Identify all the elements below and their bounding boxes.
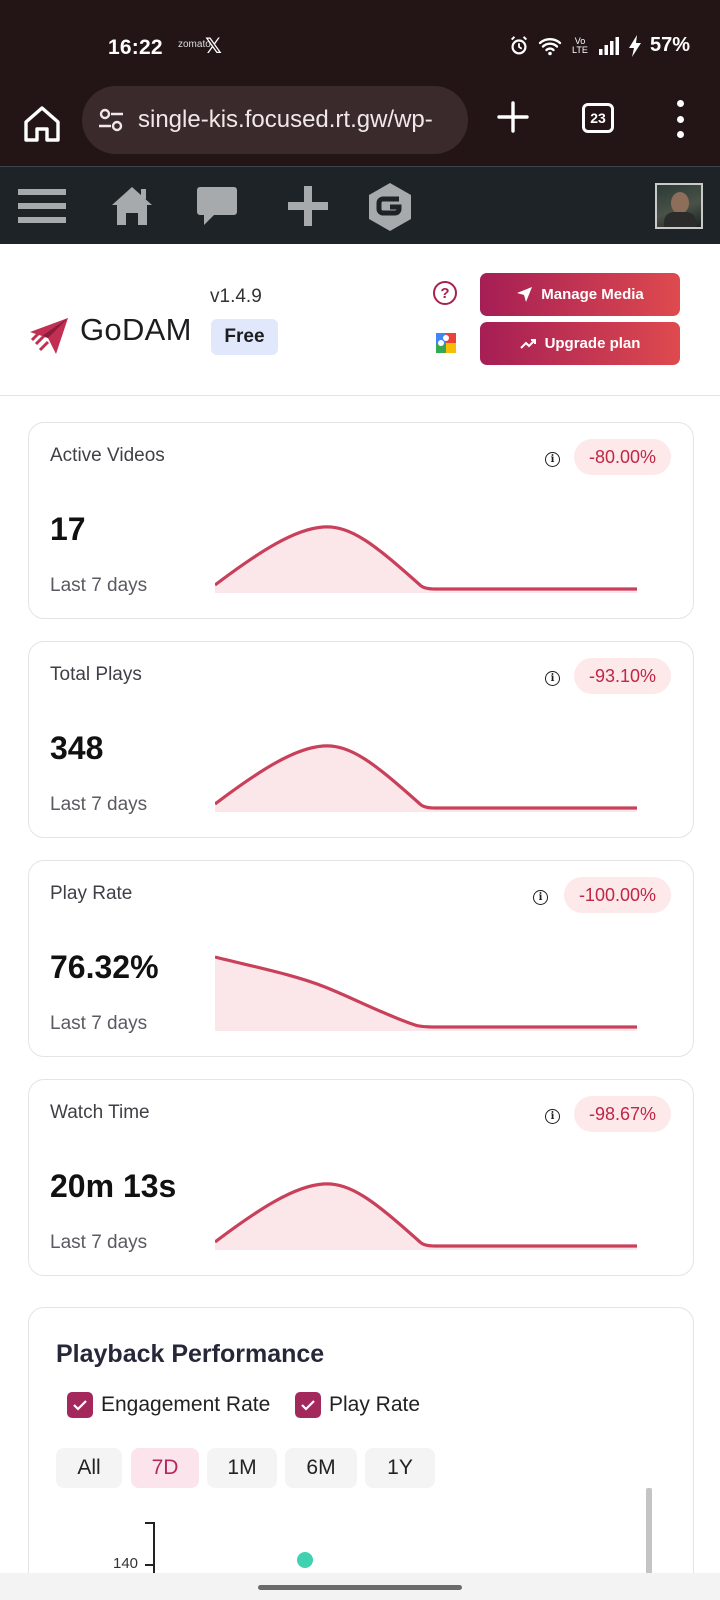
- puzzle-icon[interactable]: [433, 330, 459, 356]
- upgrade-plan-button[interactable]: Upgrade plan: [480, 322, 680, 365]
- version-label: v1.4.9: [210, 286, 262, 307]
- new-content-icon[interactable]: [286, 181, 330, 231]
- brand-name: GoDAM: [80, 312, 192, 347]
- battery-percent: 57%: [649, 34, 690, 56]
- change-badge: -80.00%: [573, 439, 671, 475]
- wp-admin-bar: [0, 166, 720, 244]
- status-bar: 16:22 zomato 𝕏 Vo LTE 57%: [0, 0, 720, 84]
- legend-engagement-rate[interactable]: Engagement Rate: [67, 1392, 270, 1418]
- alarm-icon: [510, 35, 528, 54]
- home-icon[interactable]: [110, 181, 154, 231]
- stat-value: 76.32%: [50, 949, 159, 985]
- checkbox-checked-icon[interactable]: [67, 1392, 93, 1418]
- browser-toolbar: single-kis.focused.rt.gw/wp- 23: [0, 84, 720, 166]
- plugin-header: GoDAM v1.4.9 Free ? Manage Media Upgrade…: [0, 244, 720, 396]
- stat-period: Last 7 days: [50, 1013, 148, 1034]
- tab-count: 23: [590, 110, 606, 126]
- sparkline: [215, 955, 637, 1031]
- manage-media-label: Manage Media: [541, 286, 644, 303]
- gesture-handle[interactable]: [258, 1585, 462, 1590]
- status-time: 16:22: [108, 36, 163, 59]
- info-icon[interactable]: i: [533, 890, 548, 905]
- status-icons: Vo LTE 57%: [508, 34, 690, 57]
- legend-label: Play Rate: [329, 1393, 421, 1416]
- user-avatar[interactable]: [655, 183, 703, 229]
- sparkline: [215, 525, 637, 593]
- wifi-icon: [538, 37, 562, 55]
- help-icon[interactable]: ?: [433, 281, 457, 305]
- range-1m-button[interactable]: 1M: [207, 1448, 277, 1488]
- checkbox-checked-icon[interactable]: [295, 1392, 321, 1418]
- stat-card-watch-time: Watch Time i -98.67% 20m 13s Last 7 days: [28, 1079, 694, 1276]
- change-badge: -93.10%: [573, 658, 671, 694]
- sparkline: [215, 744, 637, 812]
- stat-label: Active Videos: [50, 445, 165, 466]
- zomato-notification-icon: zomato: [178, 39, 211, 50]
- stat-period: Last 7 days: [50, 575, 148, 596]
- signal-icon: [598, 36, 619, 55]
- y-axis-tick: [145, 1564, 153, 1566]
- new-tab-icon[interactable]: [496, 100, 530, 134]
- legend-label: Engagement Rate: [101, 1393, 271, 1416]
- stat-value: 17: [50, 511, 86, 547]
- stat-label: Play Rate: [50, 883, 133, 904]
- upgrade-plan-label: Upgrade plan: [544, 335, 641, 352]
- y-axis-tick-label: 140: [113, 1555, 139, 1572]
- range-all-button[interactable]: All: [56, 1448, 122, 1488]
- stat-value: 348: [50, 730, 104, 766]
- info-icon[interactable]: i: [545, 452, 560, 467]
- info-icon[interactable]: i: [545, 1109, 560, 1124]
- more-icon[interactable]: [668, 100, 692, 138]
- legend-play-rate[interactable]: Play Rate: [295, 1392, 420, 1418]
- change-badge: -98.67%: [573, 1096, 671, 1132]
- stat-label: Watch Time: [50, 1102, 150, 1123]
- section-title: Playback Performance: [56, 1340, 325, 1368]
- sparkline: [215, 1182, 637, 1250]
- tabs-icon[interactable]: 23: [582, 103, 614, 133]
- range-7d-button[interactable]: 7D: [131, 1448, 199, 1488]
- comments-icon[interactable]: [196, 181, 238, 231]
- volte-indicator: Vo LTE: [572, 35, 588, 55]
- y-axis: [153, 1522, 155, 1600]
- plan-badge: Free: [211, 319, 278, 355]
- playback-performance-card: Playback Performance Engagement Rate Pla…: [28, 1307, 694, 1600]
- stat-card-total-plays: Total Plays i -93.10% 348 Last 7 days: [28, 641, 694, 838]
- stat-label: Total Plays: [50, 664, 142, 685]
- stat-period: Last 7 days: [50, 1232, 148, 1253]
- change-badge: -100.00%: [563, 877, 671, 913]
- chart-data-point[interactable]: [297, 1552, 313, 1568]
- address-bar[interactable]: single-kis.focused.rt.gw/wp-: [82, 86, 468, 154]
- trending-up-icon: [519, 339, 536, 349]
- charging-icon: [628, 34, 641, 57]
- stat-period: Last 7 days: [50, 794, 148, 815]
- godam-logo-icon: [30, 318, 68, 354]
- chart-scrollbar[interactable]: [646, 1488, 652, 1600]
- system-nav-bar: [0, 1573, 720, 1600]
- stat-card-play-rate: Play Rate i -100.00% 76.32% Last 7 days: [28, 860, 694, 1057]
- info-icon[interactable]: i: [545, 671, 560, 686]
- menu-icon[interactable]: [18, 181, 66, 231]
- range-1y-button[interactable]: 1Y: [365, 1448, 435, 1488]
- stat-value: 20m 13s: [50, 1168, 177, 1204]
- manage-media-button[interactable]: Manage Media: [480, 273, 680, 316]
- godam-icon[interactable]: [366, 181, 414, 231]
- stat-card-active-videos: Active Videos i -80.00% 17 Last 7 days: [28, 422, 694, 619]
- x-notification-icon: 𝕏: [205, 35, 222, 58]
- site-settings-icon[interactable]: [96, 105, 126, 135]
- url-text: single-kis.focused.rt.gw/wp-: [138, 106, 433, 133]
- y-axis-cap: [145, 1522, 155, 1524]
- rocket-icon: [517, 287, 533, 302]
- range-6m-button[interactable]: 6M: [285, 1448, 357, 1488]
- home-icon[interactable]: [22, 102, 62, 146]
